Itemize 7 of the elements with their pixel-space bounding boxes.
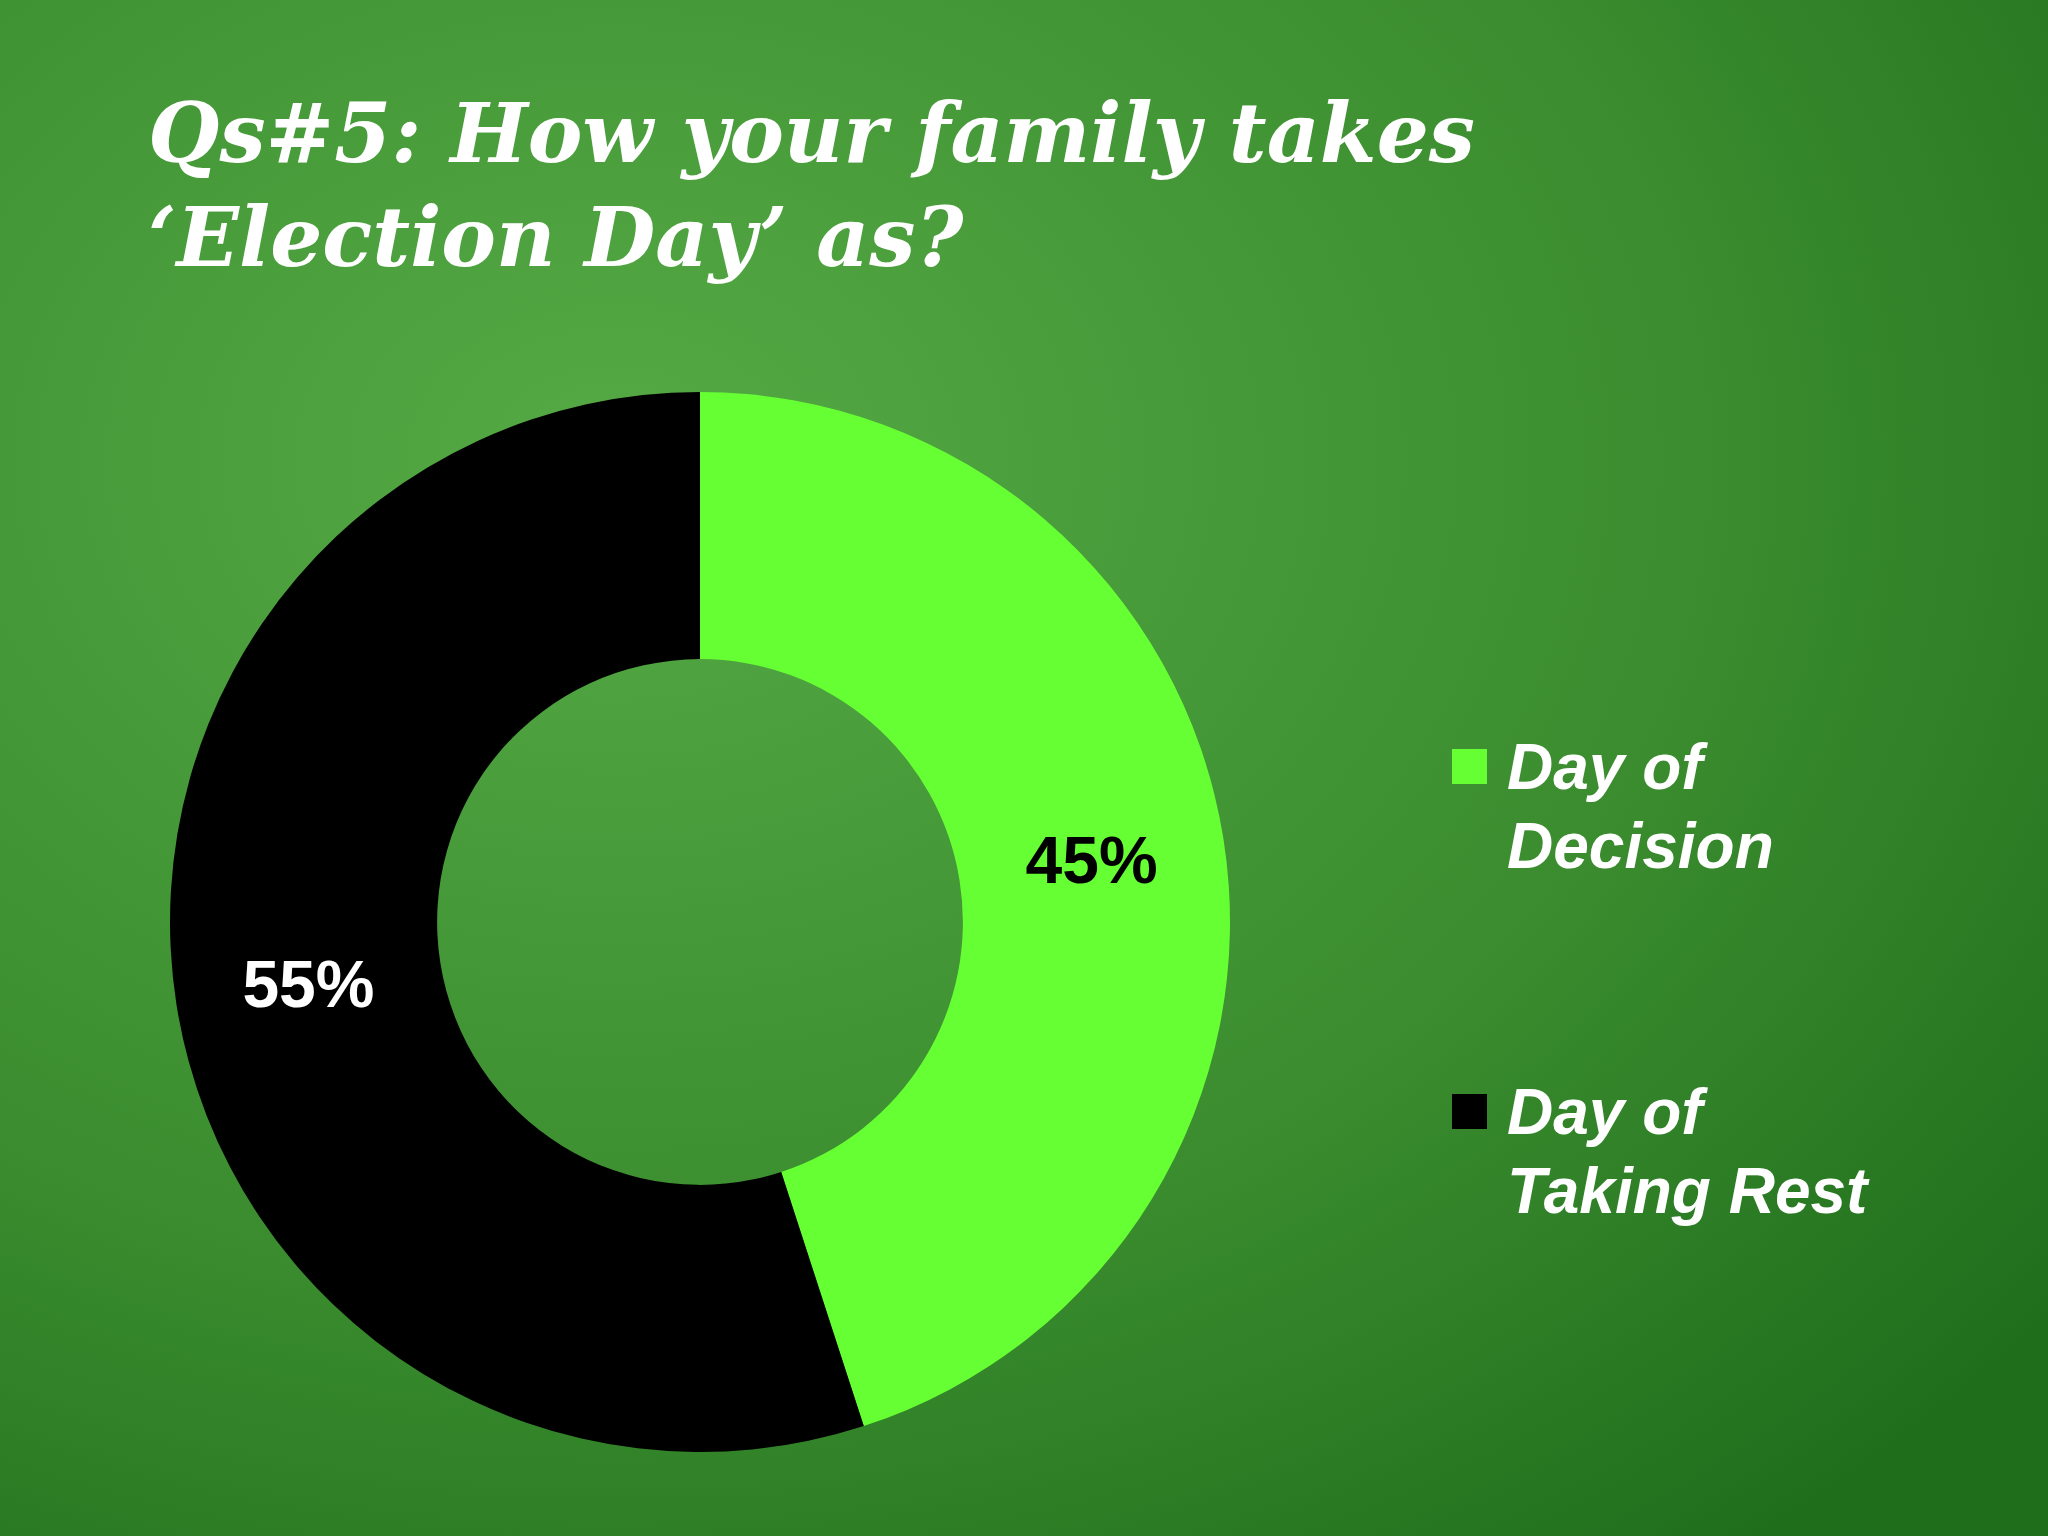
chart-title: Qs#5: How your family takes ‘Election Day’ as?: [148, 85, 1476, 285]
legend-label: Day of Decision: [1507, 731, 1774, 882]
donut-slice: [170, 392, 864, 1452]
donut-slice: [700, 392, 1230, 1427]
data-label: 55%: [242, 947, 375, 1022]
legend-label: Day of Taking Rest: [1507, 1076, 1871, 1227]
data-label: 45%: [1025, 822, 1158, 897]
